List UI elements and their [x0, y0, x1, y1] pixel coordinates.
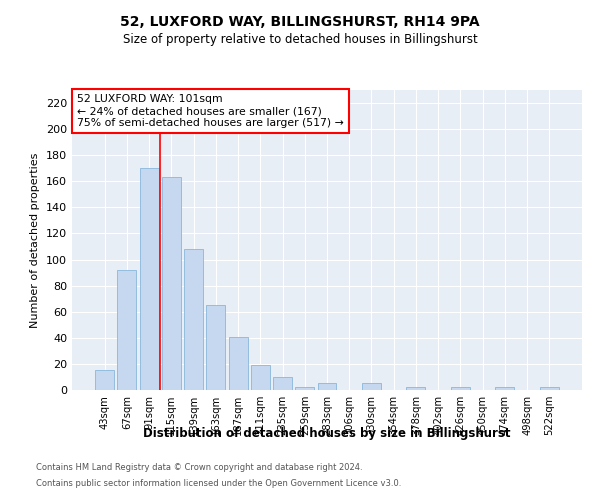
Bar [317, 384, 337, 390]
Bar [540, 388, 559, 390]
Bar [95, 370, 114, 390]
Text: 52, LUXFORD WAY, BILLINGSHURST, RH14 9PA: 52, LUXFORD WAY, BILLINGSHURST, RH14 9PA [120, 15, 480, 29]
Text: Distribution of detached houses by size in Billingshurst: Distribution of detached houses by size … [143, 428, 511, 440]
Bar [251, 365, 270, 390]
Bar [162, 178, 181, 390]
Bar [295, 388, 314, 390]
Bar [118, 270, 136, 390]
Y-axis label: Number of detached properties: Number of detached properties [31, 152, 40, 328]
Bar [496, 388, 514, 390]
Bar [406, 388, 425, 390]
Bar [273, 377, 292, 390]
Text: Contains public sector information licensed under the Open Government Licence v3: Contains public sector information licen… [36, 478, 401, 488]
Bar [140, 168, 158, 390]
Bar [229, 336, 248, 390]
Text: 52 LUXFORD WAY: 101sqm
← 24% of detached houses are smaller (167)
75% of semi-de: 52 LUXFORD WAY: 101sqm ← 24% of detached… [77, 94, 344, 128]
Bar [451, 388, 470, 390]
Bar [362, 384, 381, 390]
Bar [206, 305, 225, 390]
Text: Size of property relative to detached houses in Billingshurst: Size of property relative to detached ho… [122, 32, 478, 46]
Text: Contains HM Land Registry data © Crown copyright and database right 2024.: Contains HM Land Registry data © Crown c… [36, 464, 362, 472]
Bar [184, 249, 203, 390]
